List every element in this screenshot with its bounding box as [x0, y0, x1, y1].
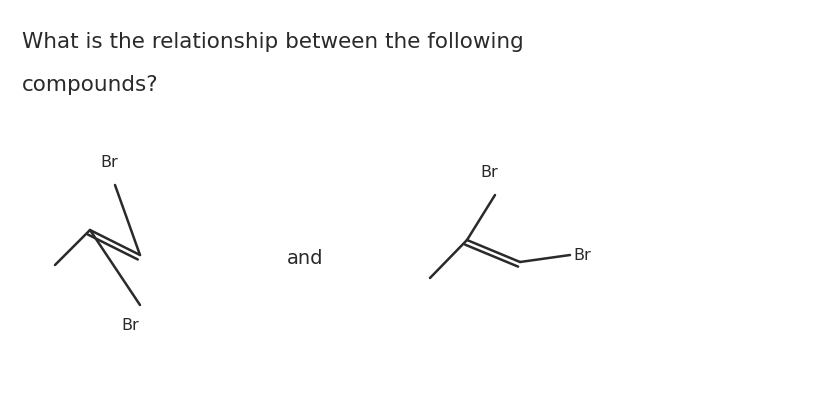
Text: Br: Br: [573, 248, 591, 263]
Text: Br: Br: [100, 155, 118, 170]
Text: Br: Br: [480, 165, 498, 180]
Text: Br: Br: [121, 318, 139, 333]
Text: What is the relationship between the following: What is the relationship between the fol…: [22, 32, 524, 52]
Text: and: and: [287, 248, 324, 267]
Text: compounds?: compounds?: [22, 75, 158, 95]
